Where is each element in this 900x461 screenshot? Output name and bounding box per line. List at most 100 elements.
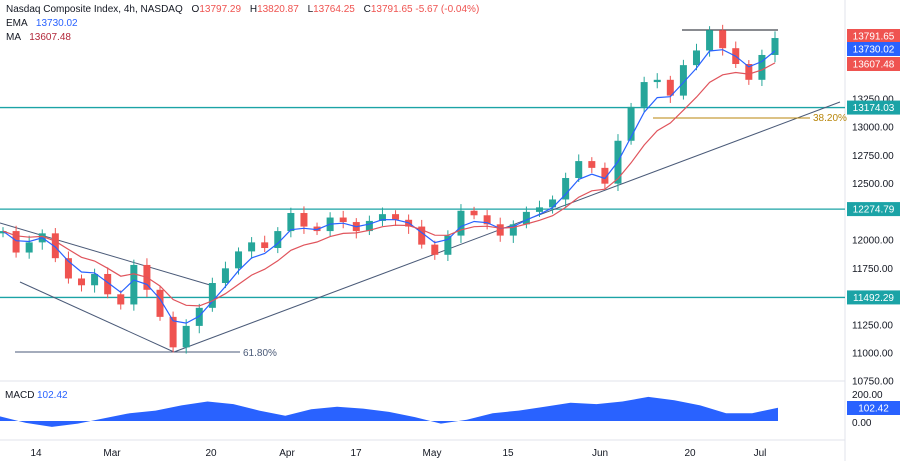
candle[interactable] [496,217,504,242]
ma-label: MA [6,32,21,43]
candle[interactable] [352,218,360,239]
candle[interactable] [719,24,727,56]
candle-body [470,210,478,216]
candle[interactable] [745,60,753,85]
candle[interactable] [78,274,86,292]
candle[interactable] [274,227,282,254]
candle[interactable] [365,215,373,236]
candle[interactable] [0,227,7,238]
y-tick-label: 11750.00 [852,264,893,275]
y-tick-label: 13000.00 [852,123,894,134]
candle[interactable] [601,162,609,190]
candle[interactable] [378,207,386,226]
chart-header: Nasdaq Composite Index, 4h, NASDAQ O1379… [6,3,479,45]
price-tag [847,100,900,115]
candle[interactable] [653,73,661,89]
macd-title[interactable]: MACD [5,390,34,401]
candle[interactable] [771,31,779,63]
candle[interactable] [470,206,478,220]
low-label: L [307,4,314,15]
candle[interactable] [758,49,766,87]
candle[interactable] [221,261,229,289]
x-tick-label: Jun [592,448,608,459]
candle[interactable] [208,277,216,312]
candle[interactable] [666,75,674,103]
candle[interactable] [51,228,59,263]
ema-label: EMA [6,18,28,29]
price-tag-label: 13174.03 [853,103,895,114]
candle-body [444,235,452,255]
candle[interactable] [640,76,648,112]
candle-body [627,106,635,141]
macd-y-tick-label: 0.00 [852,418,872,429]
candle-body [679,65,687,96]
candle[interactable] [692,43,700,71]
price-tag-label: 11492.29 [853,293,894,304]
candle[interactable] [339,210,347,229]
candle-body [653,79,661,83]
high-label: H [249,4,258,15]
macd-value-legend: 102.42 [37,390,68,401]
candle[interactable] [156,285,164,321]
price-tag [847,29,900,43]
candle-body [339,217,347,223]
candle-body [601,167,609,184]
candle[interactable] [509,220,517,243]
candle-body [745,64,753,80]
candle[interactable] [25,235,33,259]
channel-upper-line[interactable] [0,222,211,286]
candle[interactable] [64,251,72,284]
candle[interactable] [418,219,426,249]
candle-body [457,210,465,236]
y-tick-label: 13250.00 [852,95,894,106]
candle[interactable] [562,172,570,207]
candle-body [575,161,583,179]
candle-body [169,316,177,348]
candle[interactable] [169,311,177,353]
candle[interactable] [549,195,557,214]
candle-body [666,79,674,96]
ema-line[interactable] [2,49,776,324]
candle-body [117,294,125,305]
candle[interactable] [248,237,256,259]
candle[interactable] [261,235,269,252]
candle[interactable] [522,206,530,229]
ema-legend[interactable]: EMA 13730.02 [6,17,479,31]
candle[interactable] [182,319,190,354]
candle[interactable] [300,206,308,234]
close-label: C [363,4,371,15]
candle[interactable] [431,240,439,260]
candle[interactable] [588,157,596,173]
candle[interactable] [313,222,321,236]
channel-lower-line[interactable] [19,281,175,353]
candle-body [562,178,570,200]
candle[interactable] [12,225,20,258]
candle[interactable] [195,303,203,334]
candle-body [235,251,243,269]
candle[interactable] [130,259,138,311]
ma-line[interactable] [2,62,776,307]
candle-body [483,215,491,225]
candle[interactable] [117,290,125,310]
candle-body [640,82,648,107]
price-tag [847,290,900,305]
candle[interactable] [627,102,635,145]
candle[interactable] [392,210,400,226]
candle[interactable] [457,204,465,243]
candle[interactable] [679,59,687,100]
candle[interactable] [706,26,714,57]
macd-value-tag [847,401,900,415]
candle[interactable] [287,207,295,238]
candle-body [104,273,112,295]
ma-legend[interactable]: MA 13607.48 [6,31,479,45]
price-tag-label: 13607.48 [853,60,895,71]
symbol-title[interactable]: Nasdaq Composite Index, 4h, NASDAQ [6,4,183,15]
macd-area[interactable] [0,396,778,427]
candle[interactable] [575,154,583,182]
x-tick-label: 20 [684,448,696,459]
candle[interactable] [614,134,622,192]
candle-body [182,325,190,348]
candle-body [692,50,700,66]
candle-body [392,214,400,220]
